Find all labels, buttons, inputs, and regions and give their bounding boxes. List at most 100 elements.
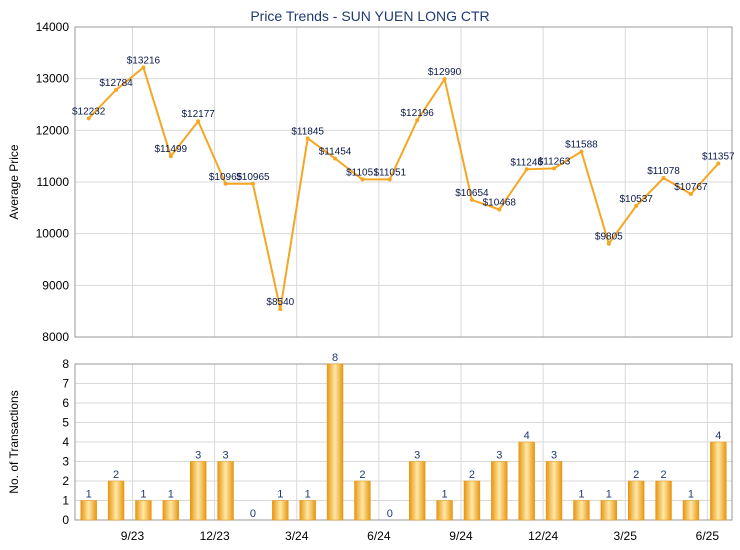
transaction-bar-21 [655, 480, 672, 521]
y-tick-label-4: 12000 [36, 123, 70, 137]
price-value-label-3: $11499 [154, 144, 187, 155]
price-point-15 [497, 207, 502, 212]
price-value-label-17: $11263 [538, 156, 571, 167]
transaction-value-label-3: 1 [168, 489, 174, 501]
price-point-17 [552, 166, 557, 171]
price-point-1 [114, 87, 119, 92]
plot-frame [74, 363, 733, 521]
price-panel: Average Price 8000 9000 10000 11000 12000 130… [7, 20, 735, 344]
price-point-14 [469, 197, 474, 202]
x-tick-label-3: 6/24 [367, 529, 391, 543]
transactions-panel: No. of Transactions 0 1 2 3 4 5 6 7 8 1 2 1 1 3 3 0 1 1 8… [7, 352, 733, 543]
price-point-12 [415, 118, 420, 123]
transaction-value-label-0: 1 [86, 489, 92, 501]
y-tick-label-1: 1 [62, 494, 69, 508]
price-point-21 [661, 175, 666, 180]
transaction-bar-3 [162, 500, 180, 521]
transaction-value-label-16: 4 [524, 430, 530, 442]
transaction-bar-0 [80, 500, 97, 521]
y-tick-label-8: 8 [62, 357, 69, 371]
price-value-label-20: $10537 [620, 194, 654, 205]
transaction-value-label-11: 0 [387, 508, 393, 520]
price-grid [75, 26, 732, 338]
transaction-value-label-18: 1 [578, 489, 584, 501]
transaction-bar-22 [682, 500, 700, 521]
price-value-label-15: $10468 [483, 197, 517, 208]
transaction-bar-20 [627, 480, 645, 521]
transaction-value-label-6: 0 [250, 508, 256, 520]
transaction-bar-16 [518, 441, 535, 521]
price-point-2 [141, 65, 146, 70]
transaction-value-label-15: 3 [496, 450, 502, 462]
transaction-bar-12 [408, 461, 426, 521]
price-value-label-22: $10767 [674, 182, 708, 193]
transaction-value-label-5: 3 [223, 450, 229, 462]
transaction-bar-7 [272, 500, 289, 521]
y-tick-label-6: 14000 [36, 20, 70, 34]
transaction-bar-14 [463, 480, 481, 521]
x-tick-label-0: 9/23 [121, 529, 145, 543]
price-point-19 [606, 241, 611, 246]
y-tick-label-3: 11000 [37, 175, 70, 189]
price-value-label-6: $10965 [236, 172, 270, 183]
x-axis-ticks: 9/23 12/23 3/24 6/24 9/24 12/24 3/25 6/25 [121, 529, 720, 543]
price-value-label-0: $12232 [72, 106, 106, 117]
transaction-value-label-19: 1 [606, 489, 612, 501]
y-tick-label-7: 7 [62, 377, 69, 391]
transaction-bar-15 [491, 461, 508, 521]
price-value-label-12: $12196 [401, 108, 435, 119]
y-tick-label-3: 3 [62, 455, 69, 469]
x-tick-label-4: 9/24 [449, 529, 473, 543]
transaction-value-label-14: 2 [469, 469, 475, 481]
price-point-6 [250, 181, 255, 186]
price-point-7 [278, 307, 283, 312]
transaction-bar-10 [354, 480, 371, 521]
chart-title: Price Trends - SUN YUEN LONG CTR [250, 8, 489, 24]
transaction-value-label-10: 2 [359, 469, 365, 481]
y-tick-label-5: 5 [62, 416, 69, 430]
transaction-value-label-13: 1 [442, 489, 448, 501]
price-points [86, 65, 721, 312]
price-value-label-21: $11078 [647, 166, 680, 177]
price-value-label-7: $8540 [266, 297, 294, 308]
x-tick-label-5: 12/24 [528, 529, 558, 543]
y-tick-label-2: 10000 [36, 227, 70, 241]
price-point-20 [634, 203, 639, 208]
transaction-bar-2 [135, 500, 152, 521]
transaction-value-label-22: 1 [688, 489, 694, 501]
transaction-bar-5 [217, 461, 234, 521]
price-value-label-9: $11454 [319, 147, 352, 158]
transaction-value-label-4: 3 [195, 450, 201, 462]
transaction-bar-4 [189, 461, 207, 521]
price-point-8 [305, 136, 310, 141]
price-point-22 [688, 192, 693, 197]
price-data-labels: $12232 $12784 $13216 $11499 $12177 $10965$109… [72, 56, 735, 309]
price-point-11 [387, 177, 392, 182]
y-tick-label-2: 2 [62, 474, 69, 488]
transactions-y-axis-label: No. of Transactions [7, 390, 21, 493]
transactions-axes [74, 363, 733, 521]
x-tick-label-7: 6/25 [696, 529, 720, 543]
price-value-label-16: $11246 [510, 157, 543, 168]
price-value-label-11: $11051 [373, 167, 406, 178]
price-point-4 [196, 119, 201, 124]
price-y-ticks: 8000 9000 10000 11000 12000 13000 14000 [36, 20, 70, 344]
y-tick-label-5: 13000 [36, 72, 70, 86]
x-tick-label-2: 3/24 [285, 529, 309, 543]
price-value-label-4: $12177 [182, 109, 216, 120]
transaction-bar-23 [710, 441, 727, 521]
y-tick-label-6: 6 [62, 396, 69, 410]
transaction-value-label-1: 2 [113, 469, 119, 481]
price-axes [74, 26, 733, 338]
price-point-5 [223, 181, 228, 186]
transaction-value-label-9: 8 [332, 352, 338, 364]
price-point-13 [442, 77, 447, 82]
price-value-label-13: $12990 [428, 67, 462, 78]
price-value-label-19: $9805 [595, 232, 623, 243]
price-value-label-14: $10654 [455, 188, 489, 199]
transaction-data-labels: 1 2 1 1 3 3 0 1 1 8 2 0 3 1 2 3 4 3 1 1 2 2 1 4 [86, 352, 722, 520]
price-line [87, 65, 720, 310]
price-point-23 [716, 161, 721, 166]
transactions-y-ticks: 0 1 2 3 4 5 6 7 8 [62, 357, 69, 527]
